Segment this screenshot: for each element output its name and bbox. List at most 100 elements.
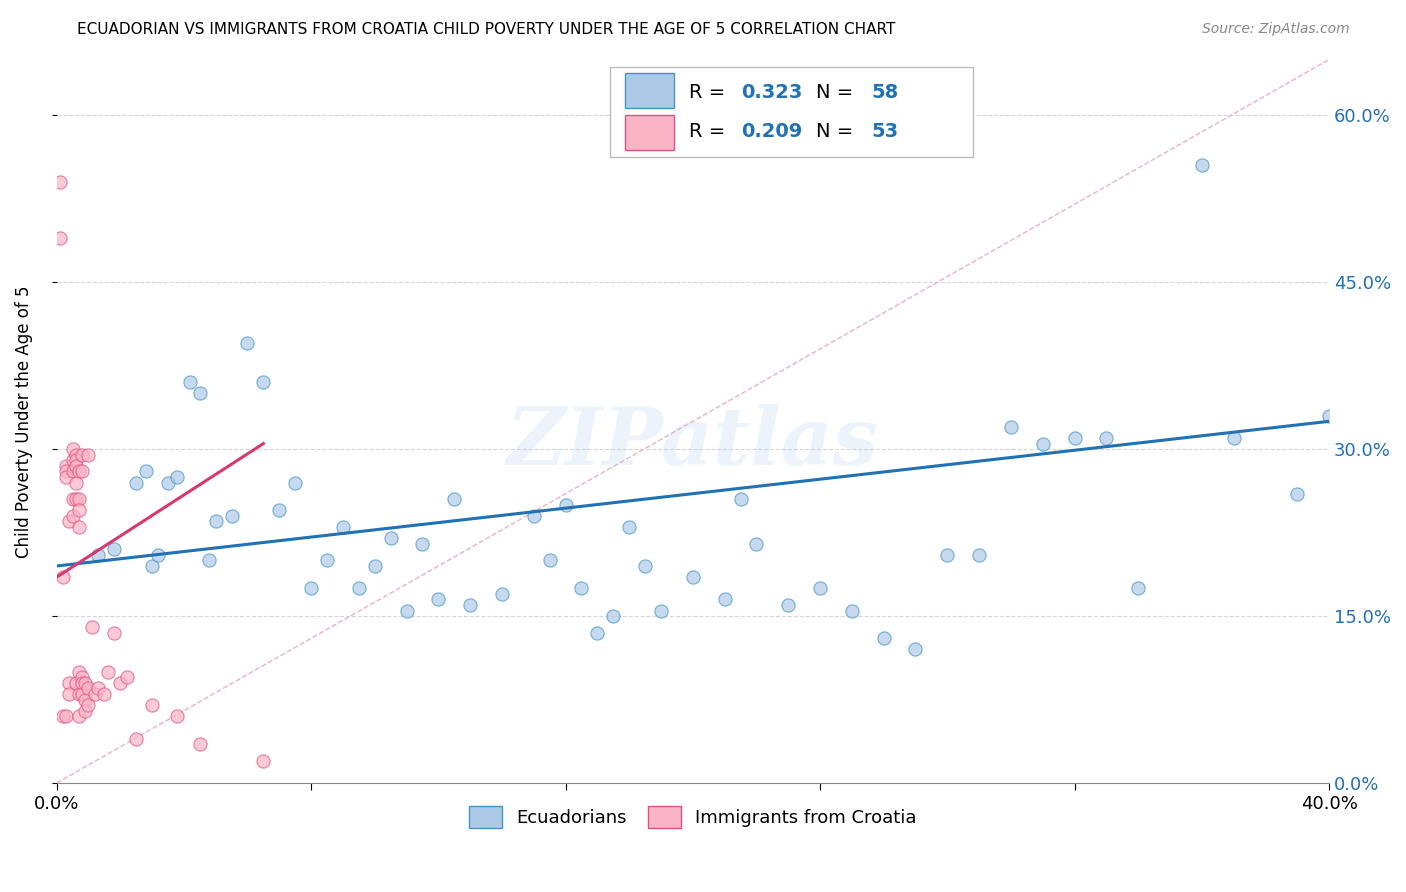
Point	[55, 458, 77, 473]
Text: 58: 58	[870, 83, 898, 102]
Point	[1286, 486, 1309, 500]
Point	[602, 609, 624, 624]
Point	[80, 620, 103, 634]
Point	[62, 492, 84, 507]
Point	[1191, 158, 1213, 172]
Point	[70, 676, 93, 690]
Text: N =: N =	[817, 83, 859, 102]
Point	[55, 470, 77, 484]
Text: Source: ZipAtlas.com: Source: ZipAtlas.com	[1202, 22, 1350, 37]
Point	[49, 230, 72, 244]
Point	[778, 598, 800, 612]
Point	[65, 492, 87, 507]
Legend: Ecuadorians, Immigrants from Croatia: Ecuadorians, Immigrants from Croatia	[461, 799, 924, 836]
Point	[269, 503, 291, 517]
Point	[427, 592, 450, 607]
Point	[395, 603, 418, 617]
Point	[188, 386, 211, 401]
Point	[443, 492, 465, 507]
Point	[586, 625, 609, 640]
Point	[67, 709, 90, 723]
FancyBboxPatch shape	[626, 73, 673, 108]
Point	[904, 642, 927, 657]
Point	[67, 503, 90, 517]
Point	[936, 548, 959, 562]
Point	[125, 475, 148, 490]
Point	[650, 603, 672, 617]
Point	[156, 475, 179, 490]
Point	[65, 448, 87, 462]
Point	[87, 681, 110, 696]
Point	[188, 737, 211, 751]
Point	[682, 570, 704, 584]
Point	[1032, 436, 1054, 450]
Point	[75, 676, 97, 690]
Point	[55, 464, 77, 478]
Point	[221, 508, 243, 523]
Point	[148, 548, 170, 562]
Text: N =: N =	[817, 122, 859, 142]
Point	[52, 570, 75, 584]
Point	[1063, 431, 1085, 445]
Point	[967, 548, 990, 562]
Point	[125, 731, 148, 746]
Point	[1317, 409, 1340, 423]
Point	[745, 537, 768, 551]
Point	[252, 754, 274, 768]
Point	[67, 492, 90, 507]
Point	[70, 687, 93, 701]
Text: R =: R =	[689, 122, 731, 142]
Point	[299, 581, 322, 595]
Point	[316, 553, 339, 567]
Point	[1126, 581, 1149, 595]
Point	[236, 336, 259, 351]
Point	[873, 632, 896, 646]
Point	[332, 520, 354, 534]
Point	[411, 537, 433, 551]
Point	[77, 698, 100, 713]
Point	[55, 709, 77, 723]
Point	[103, 542, 125, 557]
Point	[713, 592, 735, 607]
Point	[58, 687, 80, 701]
Point	[67, 687, 90, 701]
Point	[77, 448, 100, 462]
Point	[730, 492, 752, 507]
Point	[808, 581, 831, 595]
Point	[62, 442, 84, 457]
Point	[62, 453, 84, 467]
Point	[52, 709, 75, 723]
Point	[141, 698, 163, 713]
Point	[364, 559, 387, 574]
Point	[166, 709, 188, 723]
Point	[554, 498, 576, 512]
Text: ZIPatlas: ZIPatlas	[506, 404, 879, 482]
Point	[58, 676, 80, 690]
FancyBboxPatch shape	[610, 67, 973, 157]
Point	[179, 376, 201, 390]
Point	[70, 448, 93, 462]
Text: R =: R =	[689, 83, 731, 102]
Point	[284, 475, 307, 490]
Point	[83, 687, 105, 701]
Point	[1000, 420, 1022, 434]
FancyBboxPatch shape	[626, 115, 673, 150]
Y-axis label: Child Poverty Under the Age of 5: Child Poverty Under the Age of 5	[15, 285, 32, 558]
Point	[841, 603, 863, 617]
Point	[67, 464, 90, 478]
Point	[166, 470, 188, 484]
Point	[96, 665, 118, 679]
Point	[115, 670, 138, 684]
Point	[62, 464, 84, 478]
Point	[619, 520, 641, 534]
Point	[77, 681, 100, 696]
Point	[87, 548, 110, 562]
Point	[58, 515, 80, 529]
Point	[67, 520, 90, 534]
Text: 0.323: 0.323	[741, 83, 803, 102]
Point	[252, 376, 274, 390]
Point	[62, 508, 84, 523]
Text: 0.209: 0.209	[741, 122, 803, 142]
Point	[634, 559, 657, 574]
Point	[67, 665, 90, 679]
